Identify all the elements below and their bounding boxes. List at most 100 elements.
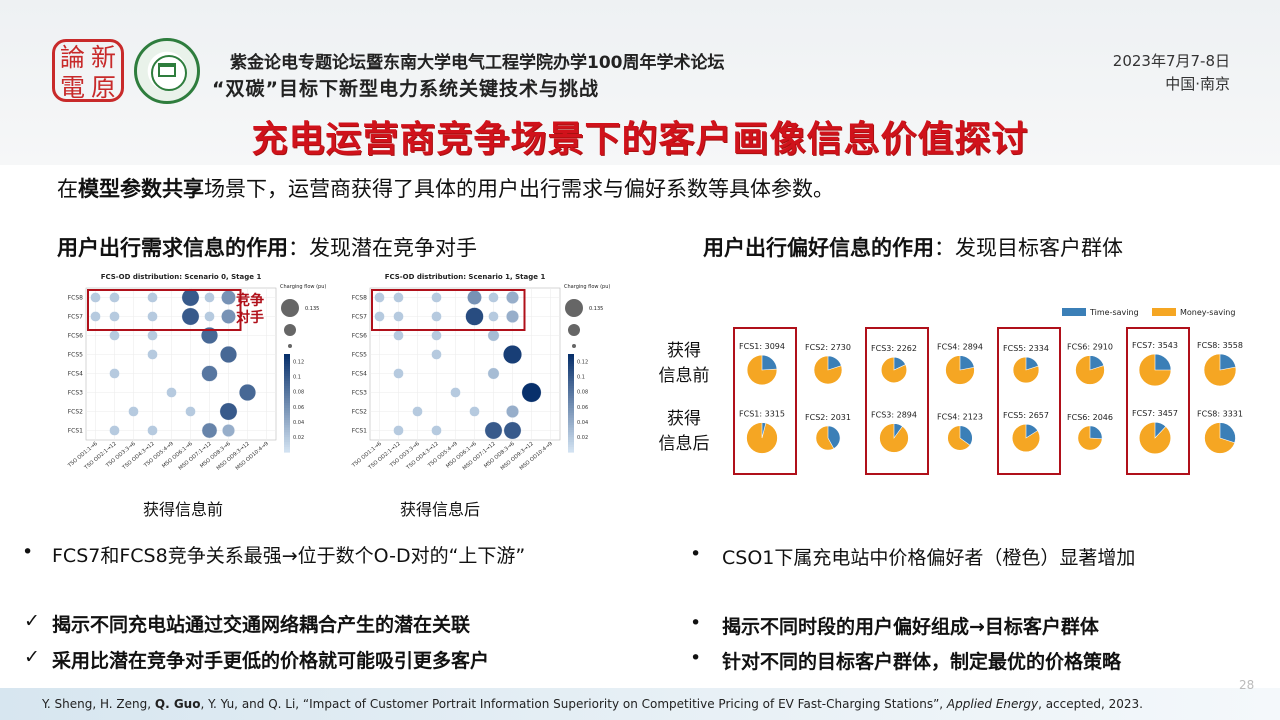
- size-legend-medium: [284, 324, 296, 336]
- y-tick-label: FCS6: [352, 333, 367, 340]
- pie-label: FCS2: 2730: [805, 343, 851, 352]
- colorbar-segment: [568, 429, 574, 433]
- pie-label: FCS1: 3315: [739, 410, 785, 419]
- colorbar-tick: 0.1: [293, 375, 301, 381]
- bubble-point: [374, 292, 385, 303]
- pie-label: FCS8: 3331: [1197, 410, 1243, 419]
- bubble-point: [204, 311, 215, 322]
- pie-time-slice: [1219, 422, 1236, 444]
- colorbar-segment: [284, 439, 290, 443]
- colorbar-segment: [568, 405, 574, 409]
- y-tick-label: FCS2: [352, 409, 367, 416]
- pie-label: FCS6: 2046: [1067, 413, 1113, 422]
- colorbar-segment: [284, 356, 290, 360]
- bubble-point: [219, 402, 238, 421]
- bubble-point: [393, 368, 404, 379]
- conference-place: 中国·南京: [1165, 75, 1230, 93]
- bubble-point: [90, 311, 101, 322]
- cso1-highlight-box: [733, 327, 797, 475]
- size-legend-large: [281, 299, 299, 317]
- pie-label: FCS8: 3558: [1197, 341, 1243, 350]
- bubble-point: [181, 288, 200, 307]
- pie-label: FCS2: 2031: [805, 413, 851, 422]
- colorbar-tick: 0.1: [577, 375, 585, 381]
- pie-time-slice: [893, 423, 903, 439]
- bubble-point: [147, 292, 158, 303]
- bubble-point: [506, 291, 519, 304]
- colorbar-segment: [568, 390, 574, 394]
- pie-label: FCS4: 2123: [937, 413, 983, 422]
- y-tick-label: FCS5: [352, 352, 367, 359]
- colorbar-segment: [284, 412, 290, 416]
- colorbar-segment: [568, 376, 574, 380]
- y-tick-label: FCS1: [68, 428, 83, 435]
- colorbar-segment: [284, 368, 290, 372]
- bubble-point: [109, 330, 120, 341]
- bubble-point: [431, 311, 442, 322]
- colorbar-tick: 0.12: [577, 360, 588, 366]
- bubble-point: [469, 406, 480, 417]
- bubble-point: [185, 406, 196, 417]
- colorbar-segment: [568, 437, 574, 441]
- pie-time-slice: [1219, 353, 1237, 371]
- y-tick-label: FCS4: [352, 371, 367, 378]
- bubble-point: [181, 307, 200, 326]
- colorbar-segment: [284, 444, 290, 448]
- size-legend-small: [572, 344, 576, 348]
- colorbar-segment: [568, 420, 574, 424]
- colorbar-tick: 0.02: [577, 435, 588, 441]
- colorbar-segment: [568, 363, 574, 367]
- bubble-point: [221, 290, 236, 305]
- bubble-point: [221, 309, 236, 324]
- pie-label: FCS6: 2910: [1067, 343, 1113, 352]
- colorbar-segment: [568, 432, 574, 436]
- chart-title: FCS-OD distribution: Scenario 0, Stage 1: [101, 273, 262, 281]
- bullet-dot: •: [690, 543, 702, 565]
- colorbar-segment: [284, 420, 290, 424]
- colorbar-segment: [284, 361, 290, 365]
- bubble-point: [431, 330, 442, 341]
- pie-label: FCS7: 3543: [1132, 341, 1178, 350]
- conference-date: 2023年7月7-8日: [1112, 52, 1230, 70]
- competitor-highlight-box: [87, 289, 242, 331]
- colorbar-segment: [568, 354, 574, 358]
- pie-time-slice: [1154, 353, 1172, 371]
- colorbar-segment: [568, 368, 574, 372]
- y-tick-label: FCS2: [68, 409, 83, 416]
- bubble-point: [467, 290, 482, 305]
- bullet-fcs7-fcs8: FCS7和FCS8竞争关系最强→位于数个O-D对的“上下游”: [52, 545, 526, 567]
- colorbar-segment: [568, 371, 574, 375]
- bubble-point: [488, 311, 499, 322]
- colorbar-segment: [284, 434, 290, 438]
- left-section-heading: 用户出行需求信息的作用：发现潜在竞争对手: [57, 236, 477, 260]
- y-tick-label: FCS4: [68, 371, 83, 378]
- bubble-point: [238, 383, 257, 402]
- pie-time-slice: [1089, 425, 1103, 440]
- bubble-point: [109, 311, 120, 322]
- colorbar-segment: [284, 390, 290, 394]
- bubble-point: [109, 425, 120, 436]
- page-number: 28: [1239, 678, 1255, 692]
- colorbar-segment: [568, 393, 574, 397]
- bubble-point: [487, 329, 500, 342]
- bubble-point: [219, 345, 238, 364]
- pie-time-slice: [761, 354, 778, 371]
- bubble-point: [487, 367, 500, 380]
- pie-label: FCS5: 2657: [1003, 411, 1049, 420]
- colorbar-segment: [284, 388, 290, 392]
- colorbar-segment: [568, 415, 574, 419]
- colorbar-segment: [568, 358, 574, 362]
- colorbar-tick: 0.04: [577, 420, 588, 426]
- bubble-point: [450, 387, 461, 398]
- right-item-2: 针对不同的目标客户群体，制定最优的价格策略: [722, 651, 1122, 673]
- university-emblem-logo: [134, 38, 200, 104]
- bubble-point: [147, 311, 158, 322]
- row-label: 信息前: [659, 366, 710, 386]
- y-tick-label: FCS8: [352, 295, 367, 302]
- colorbar-segment: [568, 388, 574, 392]
- colorbar-segment: [568, 434, 574, 438]
- bubble-point: [147, 349, 158, 360]
- bubble-point: [503, 421, 522, 440]
- check-icon: ✓: [24, 646, 40, 668]
- slide-title: 充电运营商竞争场景下的客户画像信息价值探讨: [251, 119, 1029, 160]
